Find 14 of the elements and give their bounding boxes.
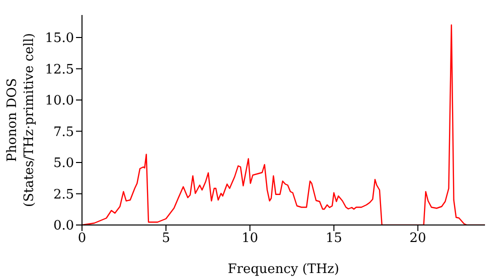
x-tick-label: 15 <box>326 231 342 246</box>
y-tick-label: 5.0 <box>53 156 74 172</box>
y-tick-label: 7.5 <box>53 124 74 140</box>
x-tick-label: 10 <box>242 231 258 246</box>
x-tick-label: 5 <box>162 231 170 246</box>
y-tick-label: 15.0 <box>45 31 74 46</box>
x-axis-title: Frequency (THz) <box>228 262 340 277</box>
x-tick-label: 20 <box>410 231 426 246</box>
y-tick-label: 0.0 <box>53 218 74 234</box>
y-axis-title: Phonon DOS (States/THz·primitive cell) <box>5 32 37 208</box>
y-tick-label: 12.5 <box>45 62 74 78</box>
y-tick-label: 10.0 <box>45 94 74 109</box>
x-tick-label: 0 <box>78 231 86 246</box>
y-tick-label: 2.5 <box>53 187 74 202</box>
